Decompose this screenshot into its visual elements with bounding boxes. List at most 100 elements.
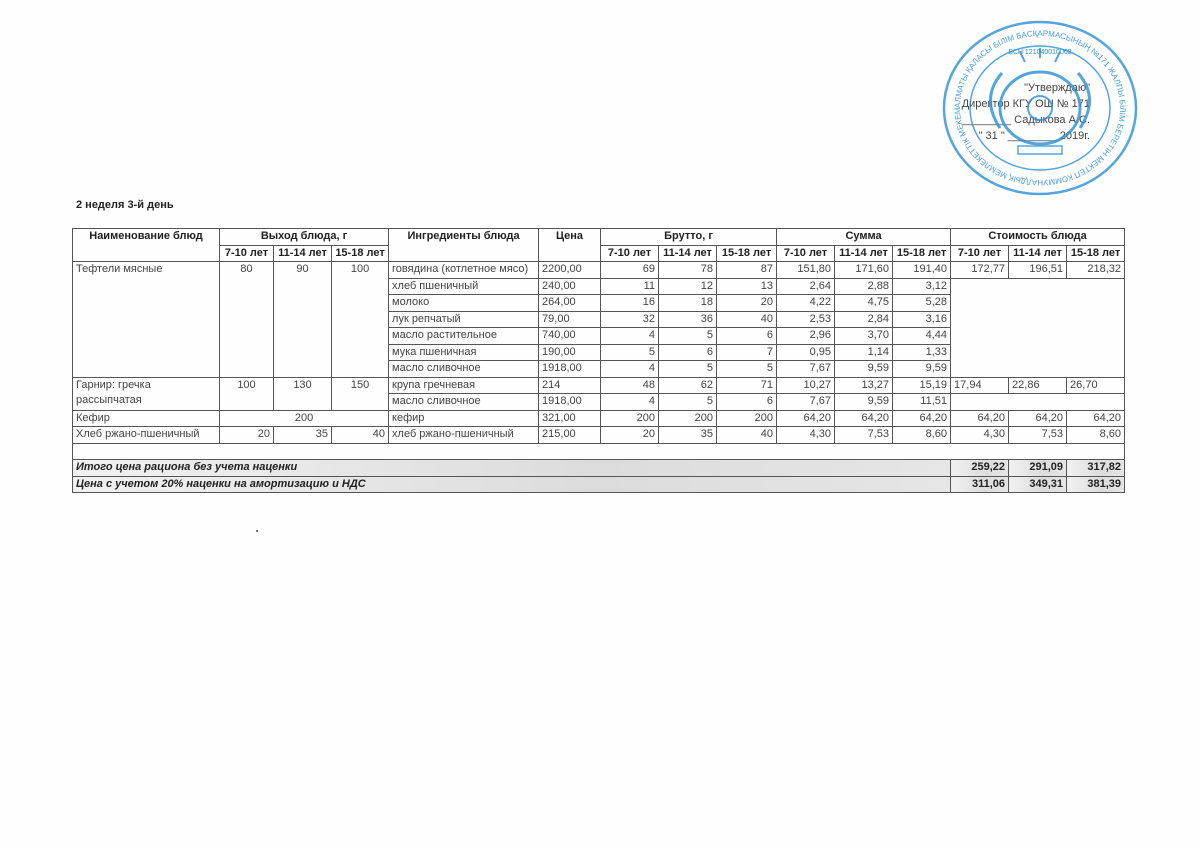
- ingredient-brutto: 35: [658, 426, 718, 444]
- ingredient-name: хлеб пшеничный: [388, 277, 540, 295]
- ingredient-sum: 64,20: [776, 409, 836, 427]
- blank-row: [71, 442, 1126, 460]
- ingredient-sum: 64,20: [834, 409, 894, 427]
- ingredient-brutto: 200: [600, 409, 660, 427]
- total-label: Цена с учетом 20% наценки на амортизацию…: [71, 475, 952, 493]
- ingredient-brutto: 6: [716, 327, 778, 345]
- dish-yield: 90: [273, 261, 332, 378]
- ingredient-sum: 7,67: [776, 360, 836, 378]
- ingredient-sum: 2,84: [834, 310, 894, 328]
- ingredient-brutto: 16: [600, 294, 660, 312]
- ingredient-price: 321,00: [538, 409, 602, 427]
- dish-yield: 80: [219, 261, 274, 378]
- header-age: 7-10 лет: [219, 244, 274, 262]
- dish-cost: 218,32: [1066, 261, 1126, 279]
- ingredient-sum: 4,44: [892, 327, 952, 345]
- ingredient-brutto: 5: [600, 343, 660, 361]
- header-yield: Выход блюда, г: [218, 228, 390, 246]
- ingredient-name: хлеб ржано-пшеничный: [388, 426, 540, 444]
- dish-yield: 35: [273, 426, 332, 444]
- ingredient-sum: 9,59: [892, 360, 952, 378]
- table-row: масло растительное 740,00 4 5 6 2,96 3,70 4,44: [73, 327, 1125, 345]
- ingredient-brutto: 6: [716, 393, 778, 411]
- header-age: 7-10 лет: [776, 244, 836, 262]
- ingredient-brutto: 87: [716, 261, 778, 279]
- dish-cost: 64,20: [950, 409, 1010, 427]
- total-value: 291,09: [1008, 459, 1068, 477]
- ingredient-price: 1918,00: [538, 360, 602, 378]
- table-row: Тефтели мясные 80 90 100 говядина (котлетное…: [72, 261, 1126, 378]
- ingredient-sum: 2,53: [776, 310, 836, 328]
- ingredient-sum: 9,59: [834, 393, 894, 411]
- scan-speck: [256, 530, 258, 532]
- ingredient-brutto: 5: [658, 360, 718, 378]
- approval-block: "Утверждаю" Директор КГУ ОШ № 171 ______…: [880, 80, 1090, 144]
- ingredient-brutto: 5: [716, 360, 778, 378]
- ingredient-price: 1918,00: [538, 393, 602, 411]
- header-price: Цена: [538, 228, 602, 262]
- total-row: Итого цена рациона без учета наценки 259,…: [71, 459, 1126, 477]
- ingredient-brutto: 200: [716, 409, 778, 427]
- ingredient-brutto: 69: [600, 261, 660, 279]
- ingredient-brutto: 36: [658, 310, 718, 328]
- dish-yield: 150: [330, 376, 390, 411]
- dish-yield: 130: [273, 376, 332, 411]
- ingredient-price: 79,00: [538, 310, 602, 328]
- dish-name: Кефир: [72, 409, 220, 427]
- approval-position: Директор КГУ ОШ № 171: [961, 98, 1090, 110]
- ingredient-brutto: 71: [716, 376, 778, 394]
- ingredient-name: говядина (котлетное мясо): [388, 261, 540, 279]
- ingredient-price: 2200,00: [538, 261, 602, 279]
- svg-text:БСН 121040010068: БСН 121040010068: [1008, 49, 1071, 56]
- ingredient-brutto: 13: [716, 277, 778, 295]
- cost-blank: [950, 277, 1126, 378]
- ingredient-sum: 191,40: [892, 261, 952, 279]
- table-row: Хлеб ржано-пшеничный 20 35 40 хлеб ржано-пше…: [72, 426, 1126, 444]
- ingredient-sum: 2,64: [776, 277, 836, 295]
- total-value: 311,06: [950, 475, 1010, 493]
- ingredient-sum: 151,80: [776, 261, 836, 279]
- dish-cost: 26,70: [1066, 376, 1126, 394]
- table-row: хлеб пшеничный 240,00 11 12 13 2,64 2,88 3,12: [73, 277, 1126, 378]
- ingredient-brutto: 20: [600, 426, 660, 444]
- ingredient-name: масло растительное: [388, 327, 540, 345]
- page-heading: 2 неделя 3-й день: [76, 199, 174, 211]
- ingredient-brutto: 6: [658, 343, 718, 361]
- dish-cost: 172,77: [950, 261, 1010, 279]
- header-age: 15-18 лет: [330, 244, 390, 262]
- dish-yield: 100: [330, 261, 390, 378]
- dish-cost: 22,86: [1008, 376, 1068, 394]
- ingredient-sum: 1,33: [892, 343, 952, 361]
- header-age: 11-14 лет: [273, 244, 332, 262]
- ingredient-sum: 5,28: [892, 294, 952, 312]
- menu-cost-table: Наименование блюд Выход блюда, г Ингредиен…: [71, 228, 1126, 493]
- dish-yield: 100: [219, 376, 274, 411]
- header-age: 11-14 лет: [834, 244, 894, 262]
- header-age: 7-10 лет: [600, 244, 660, 262]
- ingredient-sum: 7,67: [776, 393, 836, 411]
- official-stamp: АЛМАТЫ ҚАЛАСЫ БІЛІМ БАСҚАРМАСЫНЫҢ №171 Ж…: [940, 18, 1138, 196]
- ingredient-sum: 171,60: [834, 261, 894, 279]
- ingredient-sum: 2,96: [776, 327, 836, 345]
- ingredient-price: 240,00: [538, 277, 602, 295]
- ingredient-sum: 10,27: [776, 376, 836, 394]
- ingredient-sum: 3,70: [834, 327, 894, 345]
- table-row: Гарнир: гречка рассыпчатая 100 130 150 крупа…: [72, 376, 1126, 411]
- dish-name: Хлеб ржано-пшеничный: [72, 426, 220, 444]
- header-brutto: Брутто, г: [600, 228, 778, 246]
- total-value: 381,39: [1066, 475, 1126, 493]
- ingredient-price: 214: [538, 376, 602, 394]
- ingredient-brutto: 12: [658, 277, 718, 295]
- ingredient-sum: 4,75: [834, 294, 894, 312]
- svg-text:АЛМАТЫ ҚАЛАСЫ БІЛІМ БАСҚАРМАСЫ: АЛМАТЫ ҚАЛАСЫ БІЛІМ БАСҚАРМАСЫНЫҢ №171 Ж…: [940, 18, 1127, 187]
- total-value: 317,82: [1066, 459, 1126, 477]
- ingredient-brutto: 62: [658, 376, 718, 394]
- ingredient-name: лук репчатый: [388, 310, 540, 328]
- header-sum: Сумма: [776, 228, 952, 246]
- header-ingredients: Ингредиенты блюда: [388, 228, 540, 262]
- ingredient-sum: 7,53: [834, 426, 894, 444]
- ingredient-name: крупа гречневая: [388, 376, 540, 394]
- ingredient-sum: 4,30: [776, 426, 836, 444]
- table-row: Кефир 200 кефир 321,00 200 200 200 64,20 64,20 64…: [72, 409, 1126, 427]
- ingredient-sum: 11,51: [892, 393, 952, 411]
